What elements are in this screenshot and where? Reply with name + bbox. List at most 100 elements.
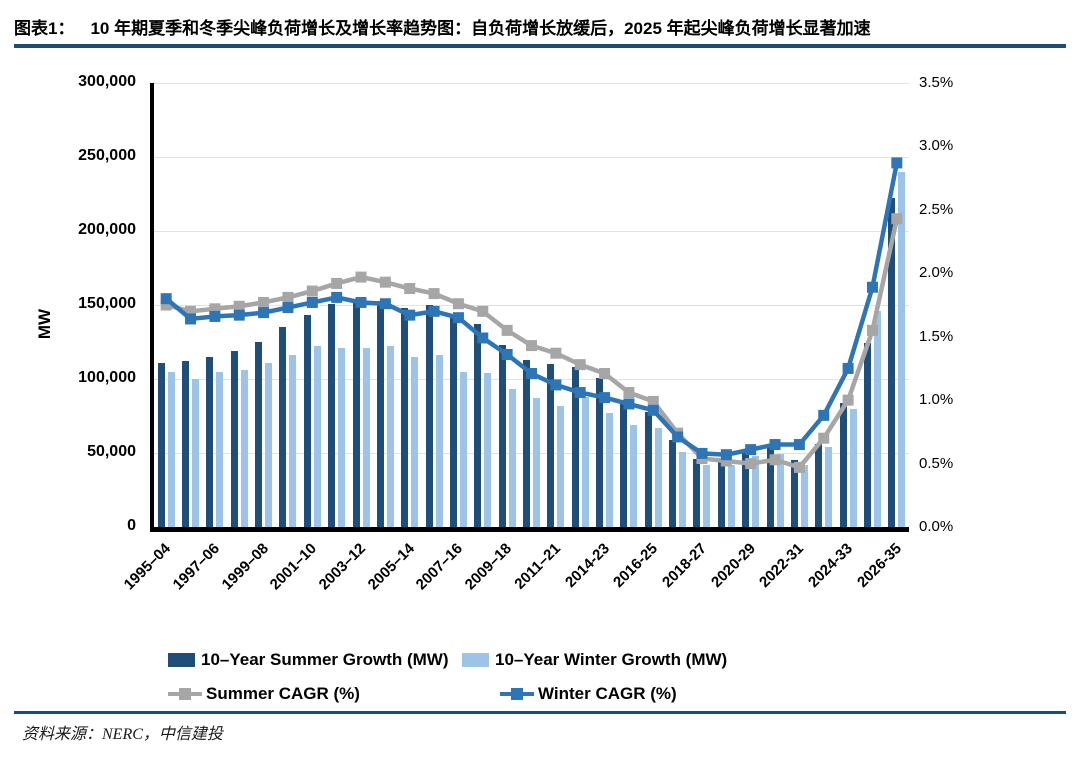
summer-cagr-marker	[185, 305, 197, 317]
gridline	[154, 83, 909, 84]
winter-cagr-marker	[160, 293, 172, 305]
summer-cagr-marker	[160, 299, 172, 311]
winter-cagr-marker	[477, 332, 489, 344]
winter-growth-bar	[533, 398, 540, 527]
legend-item-summer-cagr: Summer CAGR (%)	[168, 684, 360, 704]
source-note: 资料来源：NERC，中信建投	[22, 726, 223, 743]
gridline	[154, 453, 909, 454]
secondary-axis-tick-label: 2.5%	[919, 200, 954, 218]
gridline	[154, 305, 909, 306]
winter-cagr-marker	[599, 392, 611, 404]
summer-cagr-marker	[452, 298, 464, 310]
summer-growth-bar	[352, 302, 360, 527]
winter-growth-bar	[703, 464, 711, 527]
legend-item-winter-growth: 10–Year Winter Growth (MW)	[462, 650, 727, 670]
summer-growth-bar	[571, 367, 579, 527]
figure-title: 图表1： 10 年期夏季和冬季尖峰负荷增长及增长率趋势图：自负荷增长放缓后，202…	[14, 14, 1066, 39]
winter-growth-bar	[216, 371, 224, 527]
winter-growth-bar	[873, 310, 881, 527]
secondary-axis-tick-label: 2.0%	[919, 264, 954, 282]
summer-growth-bar	[498, 344, 506, 527]
winter-growth-bar	[776, 454, 784, 527]
summer-cagr-marker	[379, 276, 391, 288]
winter-growth-bar	[289, 355, 297, 527]
footer-divider-rule	[14, 711, 1066, 714]
summer-growth-bar	[815, 444, 823, 527]
summer-cagr-marker	[818, 432, 830, 444]
secondary-axis-tick-label: 3.5%	[919, 74, 954, 91]
winter-growth-bar	[898, 171, 906, 527]
winter-cagr-marker	[258, 307, 270, 319]
legend-item-winter-cagr: Winter CAGR (%)	[500, 684, 677, 704]
summer-cagr-marker	[891, 213, 903, 225]
winter-cagr-marker	[842, 362, 854, 374]
summer-growth-bar	[206, 356, 214, 527]
winter-cagr-marker	[672, 431, 684, 443]
winter-growth-bar	[800, 464, 808, 527]
winter-cagr-marker	[379, 298, 391, 310]
secondary-axis-tick-label: 1.0%	[919, 391, 954, 409]
winter-growth-bar	[435, 355, 443, 527]
summer-growth-bar	[279, 327, 287, 527]
winter-growth-bar	[630, 424, 638, 527]
winter-growth-bar	[313, 346, 321, 527]
summer-growth-bar	[401, 307, 409, 527]
winter-growth-bar	[386, 346, 394, 527]
title-divider-rule	[14, 44, 1066, 48]
summer-growth-bar	[255, 342, 263, 527]
cagr-lines-svg	[160, 157, 903, 473]
summer-growth-bar	[863, 343, 871, 527]
legend-label: 10–Year Summer Growth (MW)	[201, 650, 449, 669]
summer-growth-bar	[620, 399, 628, 527]
legend-item-summer-growth: 10–Year Summer Growth (MW)	[168, 650, 449, 670]
summer-growth-bar	[742, 450, 750, 527]
summer-cagr-marker	[745, 458, 757, 470]
secondary-axis-tick-label: 1.5%	[919, 327, 954, 345]
winter-cagr-marker	[574, 387, 586, 399]
summer-cagr-marker	[550, 347, 562, 359]
summer-cagr-marker	[477, 305, 489, 317]
winter-cagr-marker	[793, 439, 805, 451]
winter-growth-bar	[265, 362, 273, 527]
summer-growth-bar	[644, 411, 652, 527]
winter-cagr-marker	[696, 447, 708, 459]
y-axis-tick-label: 100,000	[78, 369, 136, 386]
winter-growth-bar	[679, 451, 687, 527]
winter-cagr-marker	[282, 302, 294, 314]
winter-growth-bar	[557, 405, 565, 527]
winter-cagr-marker	[452, 312, 464, 324]
gridline	[154, 157, 909, 158]
winter-cagr-marker	[331, 291, 343, 303]
winter-cagr-marker	[355, 296, 367, 308]
summer-cagr-marker	[866, 324, 878, 336]
summer-growth-bar	[839, 402, 847, 527]
winter-growth-bar	[508, 389, 516, 527]
winter-cagr-marker	[550, 379, 562, 391]
left-axis-title: MW	[35, 308, 55, 340]
winter-growth-bar	[240, 370, 248, 527]
summer-growth-bar	[328, 303, 336, 527]
summer-growth-bar	[888, 198, 896, 527]
winter-cagr-marker	[233, 309, 245, 321]
y-axis-tick-label: 0	[127, 517, 136, 534]
summer-growth-bar	[693, 458, 701, 527]
winter-cagr-marker	[623, 398, 635, 410]
winter-growth-bar	[606, 413, 614, 527]
winter-cagr-line	[164, 162, 900, 457]
y-axis-tick-label: 200,000	[78, 221, 136, 238]
winter-cagr-marker	[185, 313, 197, 325]
summer-growth-bar	[596, 377, 604, 527]
winter-cagr-marker	[745, 444, 757, 456]
secondary-axis-tick-label: 3.0%	[919, 137, 954, 155]
y-axis-tick-label: 150,000	[78, 295, 136, 312]
winter-cagr-marker	[526, 368, 537, 380]
winter-growth-bar	[459, 371, 467, 527]
summer-cagr-swatch	[168, 687, 202, 701]
summer-growth-swatch	[168, 653, 195, 667]
summer-growth-bar	[303, 315, 311, 527]
winter-cagr-marker	[818, 409, 830, 421]
summer-cagr-marker	[233, 300, 245, 312]
legend-label: Winter CAGR (%)	[538, 684, 677, 703]
summer-growth-bar	[766, 447, 774, 527]
